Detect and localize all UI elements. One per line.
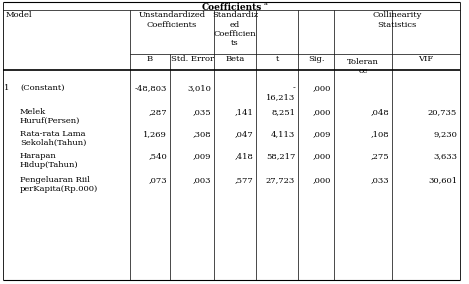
- Text: ,035: ,035: [193, 108, 211, 116]
- Text: ,287: ,287: [149, 108, 167, 116]
- Text: ,108: ,108: [371, 130, 389, 138]
- Text: ,000: ,000: [313, 176, 331, 184]
- Text: 58,217: 58,217: [266, 152, 295, 160]
- Text: -48,803: -48,803: [135, 84, 167, 92]
- Text: 1: 1: [4, 84, 10, 92]
- Text: ,577: ,577: [234, 176, 253, 184]
- Text: 4,113: 4,113: [271, 130, 295, 138]
- Text: ,047: ,047: [234, 130, 253, 138]
- Text: 3,010: 3,010: [187, 84, 211, 92]
- Text: Pengeluaran Riil
perKapita(Rp.000): Pengeluaran Riil perKapita(Rp.000): [20, 176, 98, 193]
- Text: 30,601: 30,601: [428, 176, 457, 184]
- Text: 9,230: 9,230: [433, 130, 457, 138]
- Text: B: B: [147, 55, 153, 63]
- Text: ,418: ,418: [234, 152, 253, 160]
- Text: ,141: ,141: [234, 108, 253, 116]
- Text: 8,251: 8,251: [271, 108, 295, 116]
- Text: t: t: [275, 55, 279, 63]
- Text: ,000: ,000: [313, 108, 331, 116]
- Text: Std. Error: Std. Error: [171, 55, 213, 63]
- Text: VIF: VIF: [418, 55, 434, 63]
- Text: ,009: ,009: [193, 152, 211, 160]
- Text: Coefficients: Coefficients: [201, 3, 262, 12]
- Text: 27,723: 27,723: [266, 176, 295, 184]
- Text: ,000: ,000: [313, 84, 331, 92]
- Text: ,033: ,033: [371, 176, 389, 184]
- Text: ,275: ,275: [371, 152, 389, 160]
- Text: 20,735: 20,735: [428, 108, 457, 116]
- Text: Rata-rata Lama
Sekolah(Tahun): Rata-rata Lama Sekolah(Tahun): [20, 130, 86, 147]
- Text: Model: Model: [5, 11, 32, 19]
- Text: Toleran
ce: Toleran ce: [347, 58, 379, 76]
- Text: -
16,213: - 16,213: [266, 84, 295, 101]
- Text: (Constant): (Constant): [20, 84, 64, 92]
- Text: Unstandardized
Coefficients: Unstandardized Coefficients: [138, 11, 205, 29]
- Text: 3,633: 3,633: [433, 152, 457, 160]
- Text: ,048: ,048: [371, 108, 389, 116]
- Text: ,540: ,540: [148, 152, 167, 160]
- Text: ,009: ,009: [313, 130, 331, 138]
- Text: ,073: ,073: [149, 176, 167, 184]
- Text: Collinearity
Statistics: Collinearity Statistics: [372, 11, 422, 29]
- Text: ,308: ,308: [193, 130, 211, 138]
- Text: Harapan
Hidup(Tahun): Harapan Hidup(Tahun): [20, 152, 78, 169]
- Text: Sig.: Sig.: [308, 55, 324, 63]
- Text: ,000: ,000: [313, 152, 331, 160]
- Text: Beta: Beta: [226, 55, 245, 63]
- Text: a: a: [264, 1, 267, 6]
- Text: Melek
Huruf(Persen): Melek Huruf(Persen): [20, 108, 80, 125]
- Text: 1,269: 1,269: [144, 130, 167, 138]
- Text: ,003: ,003: [193, 176, 211, 184]
- Text: Standardiz
ed
Coefficien
ts: Standardiz ed Coefficien ts: [212, 11, 258, 47]
